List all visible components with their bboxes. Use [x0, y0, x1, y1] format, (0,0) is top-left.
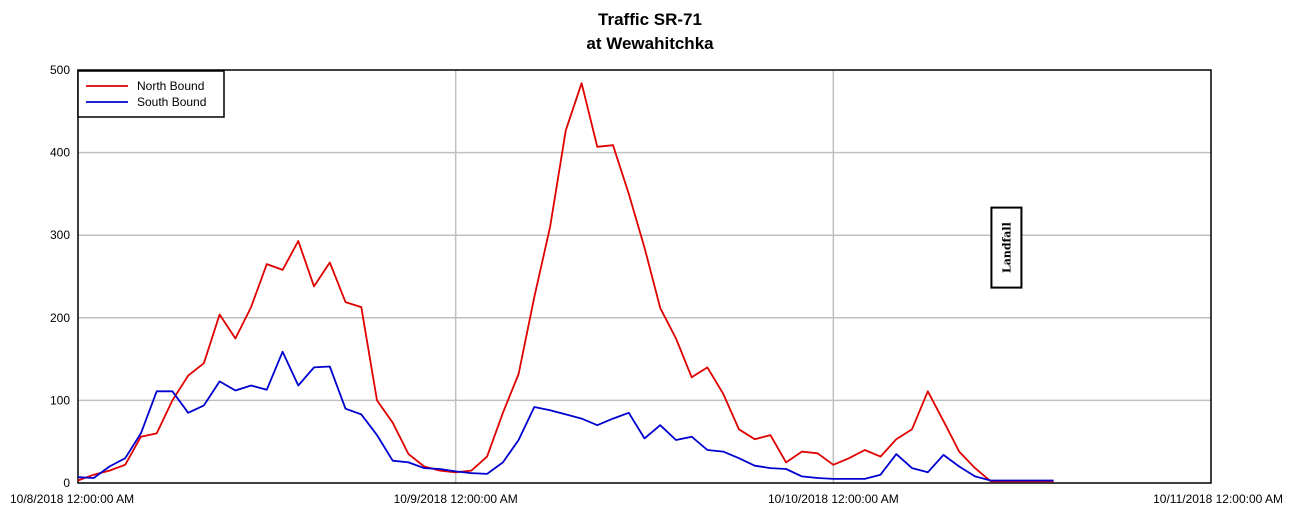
legend: North Bound South Bound: [77, 70, 225, 118]
y-tick-label: 0: [63, 476, 70, 490]
series-line-south: [77, 350, 1054, 482]
y-tick-label: 200: [50, 311, 70, 325]
chart-subtitle: at Wewahitchka: [586, 34, 714, 53]
annotation-box: [990, 206, 1023, 289]
y-tick-label: 400: [50, 146, 70, 160]
y-tick-label: 300: [50, 228, 70, 242]
legend-entry: North Bound: [137, 79, 204, 93]
legend-entry: South Bound: [137, 95, 206, 109]
chart-title: Traffic SR-71: [598, 10, 702, 29]
x-tick-label: 10/9/2018 12:00:00 AM: [394, 492, 518, 506]
x-tick-label: 10/11/2018 12:00:00 AM: [1153, 492, 1283, 506]
x-tick-label: 10/10/2018 12:00:00 AM: [768, 492, 899, 506]
annotation: Landfall: [990, 206, 1023, 289]
legend-box: [77, 70, 225, 118]
series-line-north: [77, 82, 1054, 483]
annotation-label: Landfall: [1000, 222, 1013, 273]
y-tick-label: 500: [50, 63, 70, 77]
series-lines: [77, 82, 1054, 483]
grid: [78, 70, 1211, 483]
plot-frame: [77, 69, 1212, 484]
y-tick-label: 100: [50, 393, 70, 407]
x-tick-label: 10/8/2018 12:00:00 AM: [10, 492, 134, 506]
axes: 0 100 200 300 400 500 10/8/2018 12:00:00 AM 10/…: [10, 63, 1283, 506]
